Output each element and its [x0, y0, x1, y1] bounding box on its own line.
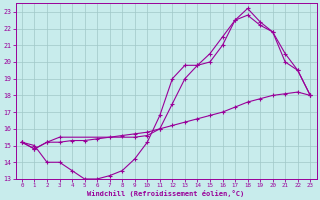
X-axis label: Windchill (Refroidissement éolien,°C): Windchill (Refroidissement éolien,°C): [87, 190, 245, 197]
